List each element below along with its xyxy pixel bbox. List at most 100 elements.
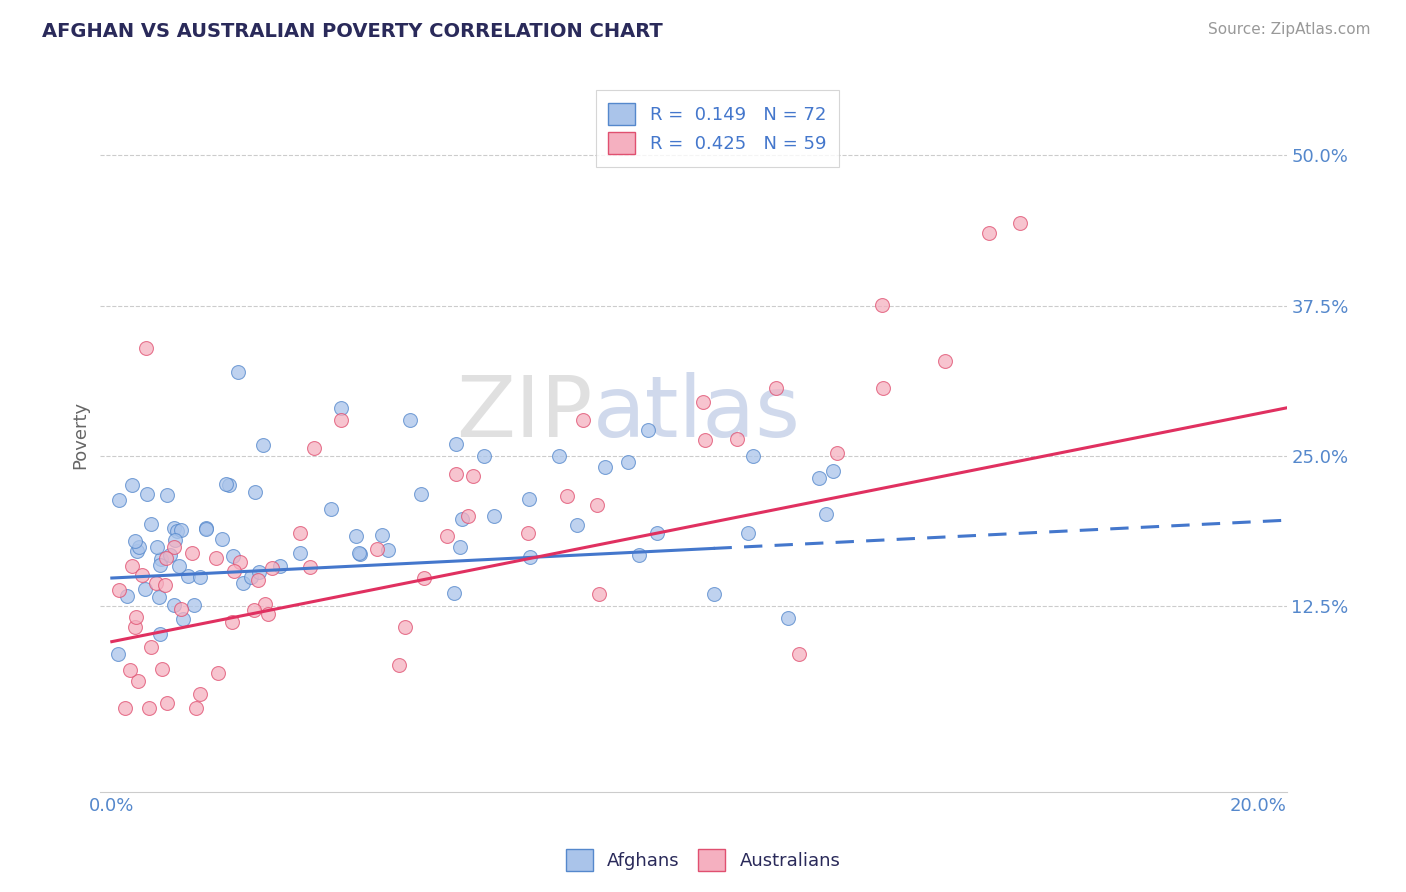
Point (588, 587, 610, 601)
Point (221, 615, 243, 629)
Point (226, 365, 249, 379)
Point (586, 498, 609, 512)
Point (765, 381, 787, 395)
Point (125, 609, 148, 624)
Point (131, 567, 153, 582)
Point (815, 507, 838, 521)
Point (188, 687, 211, 701)
Point (394, 620, 416, 634)
Point (288, 546, 311, 560)
Point (737, 525, 759, 540)
Point (516, 526, 538, 541)
Point (627, 548, 650, 562)
Point (288, 526, 311, 541)
Point (741, 449, 763, 463)
Point (139, 516, 162, 531)
Point (145, 540, 167, 554)
Point (135, 341, 157, 355)
Point (443, 586, 465, 600)
Legend: R =  0.149   N = 72, R =  0.425   N = 59: R = 0.149 N = 72, R = 0.425 N = 59 (596, 90, 839, 167)
Point (472, 449, 495, 463)
Point (121, 559, 143, 574)
Point (825, 446, 848, 460)
Point (159, 548, 181, 562)
Point (637, 423, 659, 437)
Point (702, 587, 724, 601)
Point (451, 511, 474, 525)
Point (257, 607, 280, 622)
Point (135, 487, 157, 501)
Point (595, 460, 617, 475)
Point (319, 502, 342, 516)
Point (572, 413, 595, 427)
Point (108, 583, 131, 598)
Point (148, 627, 170, 641)
Point (436, 529, 458, 543)
Point (232, 576, 254, 591)
Point (409, 487, 432, 501)
Point (186, 700, 208, 714)
Point (195, 521, 218, 535)
Point (565, 517, 588, 532)
Point (127, 673, 149, 688)
Point (517, 491, 540, 506)
Point (204, 551, 226, 566)
Point (134, 582, 156, 596)
Point (330, 412, 353, 426)
Point (194, 522, 217, 536)
Point (156, 696, 179, 710)
Point (165, 533, 187, 547)
Point (153, 578, 176, 592)
Point (808, 471, 831, 485)
Point (149, 558, 172, 573)
Point (166, 524, 188, 538)
Point (330, 401, 353, 415)
Point (349, 547, 371, 561)
Point (170, 523, 193, 537)
Point (247, 565, 270, 579)
Point (125, 544, 148, 558)
Point (463, 468, 485, 483)
Point (215, 477, 238, 491)
Point (167, 559, 190, 574)
Point (398, 412, 420, 426)
Point (555, 489, 578, 503)
Point (150, 662, 173, 676)
Point (124, 533, 146, 548)
Text: AFGHAN VS AUSTRALIAN POVERTY CORRELATION CHART: AFGHAN VS AUSTRALIAN POVERTY CORRELATION… (42, 22, 664, 41)
Point (344, 529, 367, 543)
Point (366, 541, 388, 556)
Point (163, 598, 186, 612)
Point (934, 354, 956, 368)
Point (872, 381, 894, 395)
Point (145, 575, 167, 590)
Point (693, 433, 716, 447)
Point (107, 648, 129, 662)
Point (377, 543, 399, 558)
Point (163, 521, 186, 535)
Point (115, 590, 138, 604)
Point (789, 647, 811, 661)
Text: ZIP: ZIP (456, 372, 593, 455)
Point (243, 485, 266, 500)
Point (211, 533, 233, 547)
Point (224, 564, 246, 578)
Point (240, 570, 263, 584)
Point (645, 526, 668, 541)
Y-axis label: Poverty: Poverty (72, 401, 89, 468)
Point (616, 454, 638, 468)
Point (156, 488, 179, 502)
Point (207, 666, 229, 681)
Point (370, 528, 392, 542)
Point (177, 569, 200, 583)
Text: Source: ZipAtlas.com: Source: ZipAtlas.com (1208, 22, 1371, 37)
Point (444, 467, 467, 481)
Point (977, 227, 1000, 241)
Point (163, 540, 186, 554)
Point (169, 602, 191, 616)
Point (155, 550, 177, 565)
Point (444, 436, 467, 450)
Point (547, 449, 569, 463)
Point (388, 658, 411, 673)
Point (821, 464, 844, 478)
